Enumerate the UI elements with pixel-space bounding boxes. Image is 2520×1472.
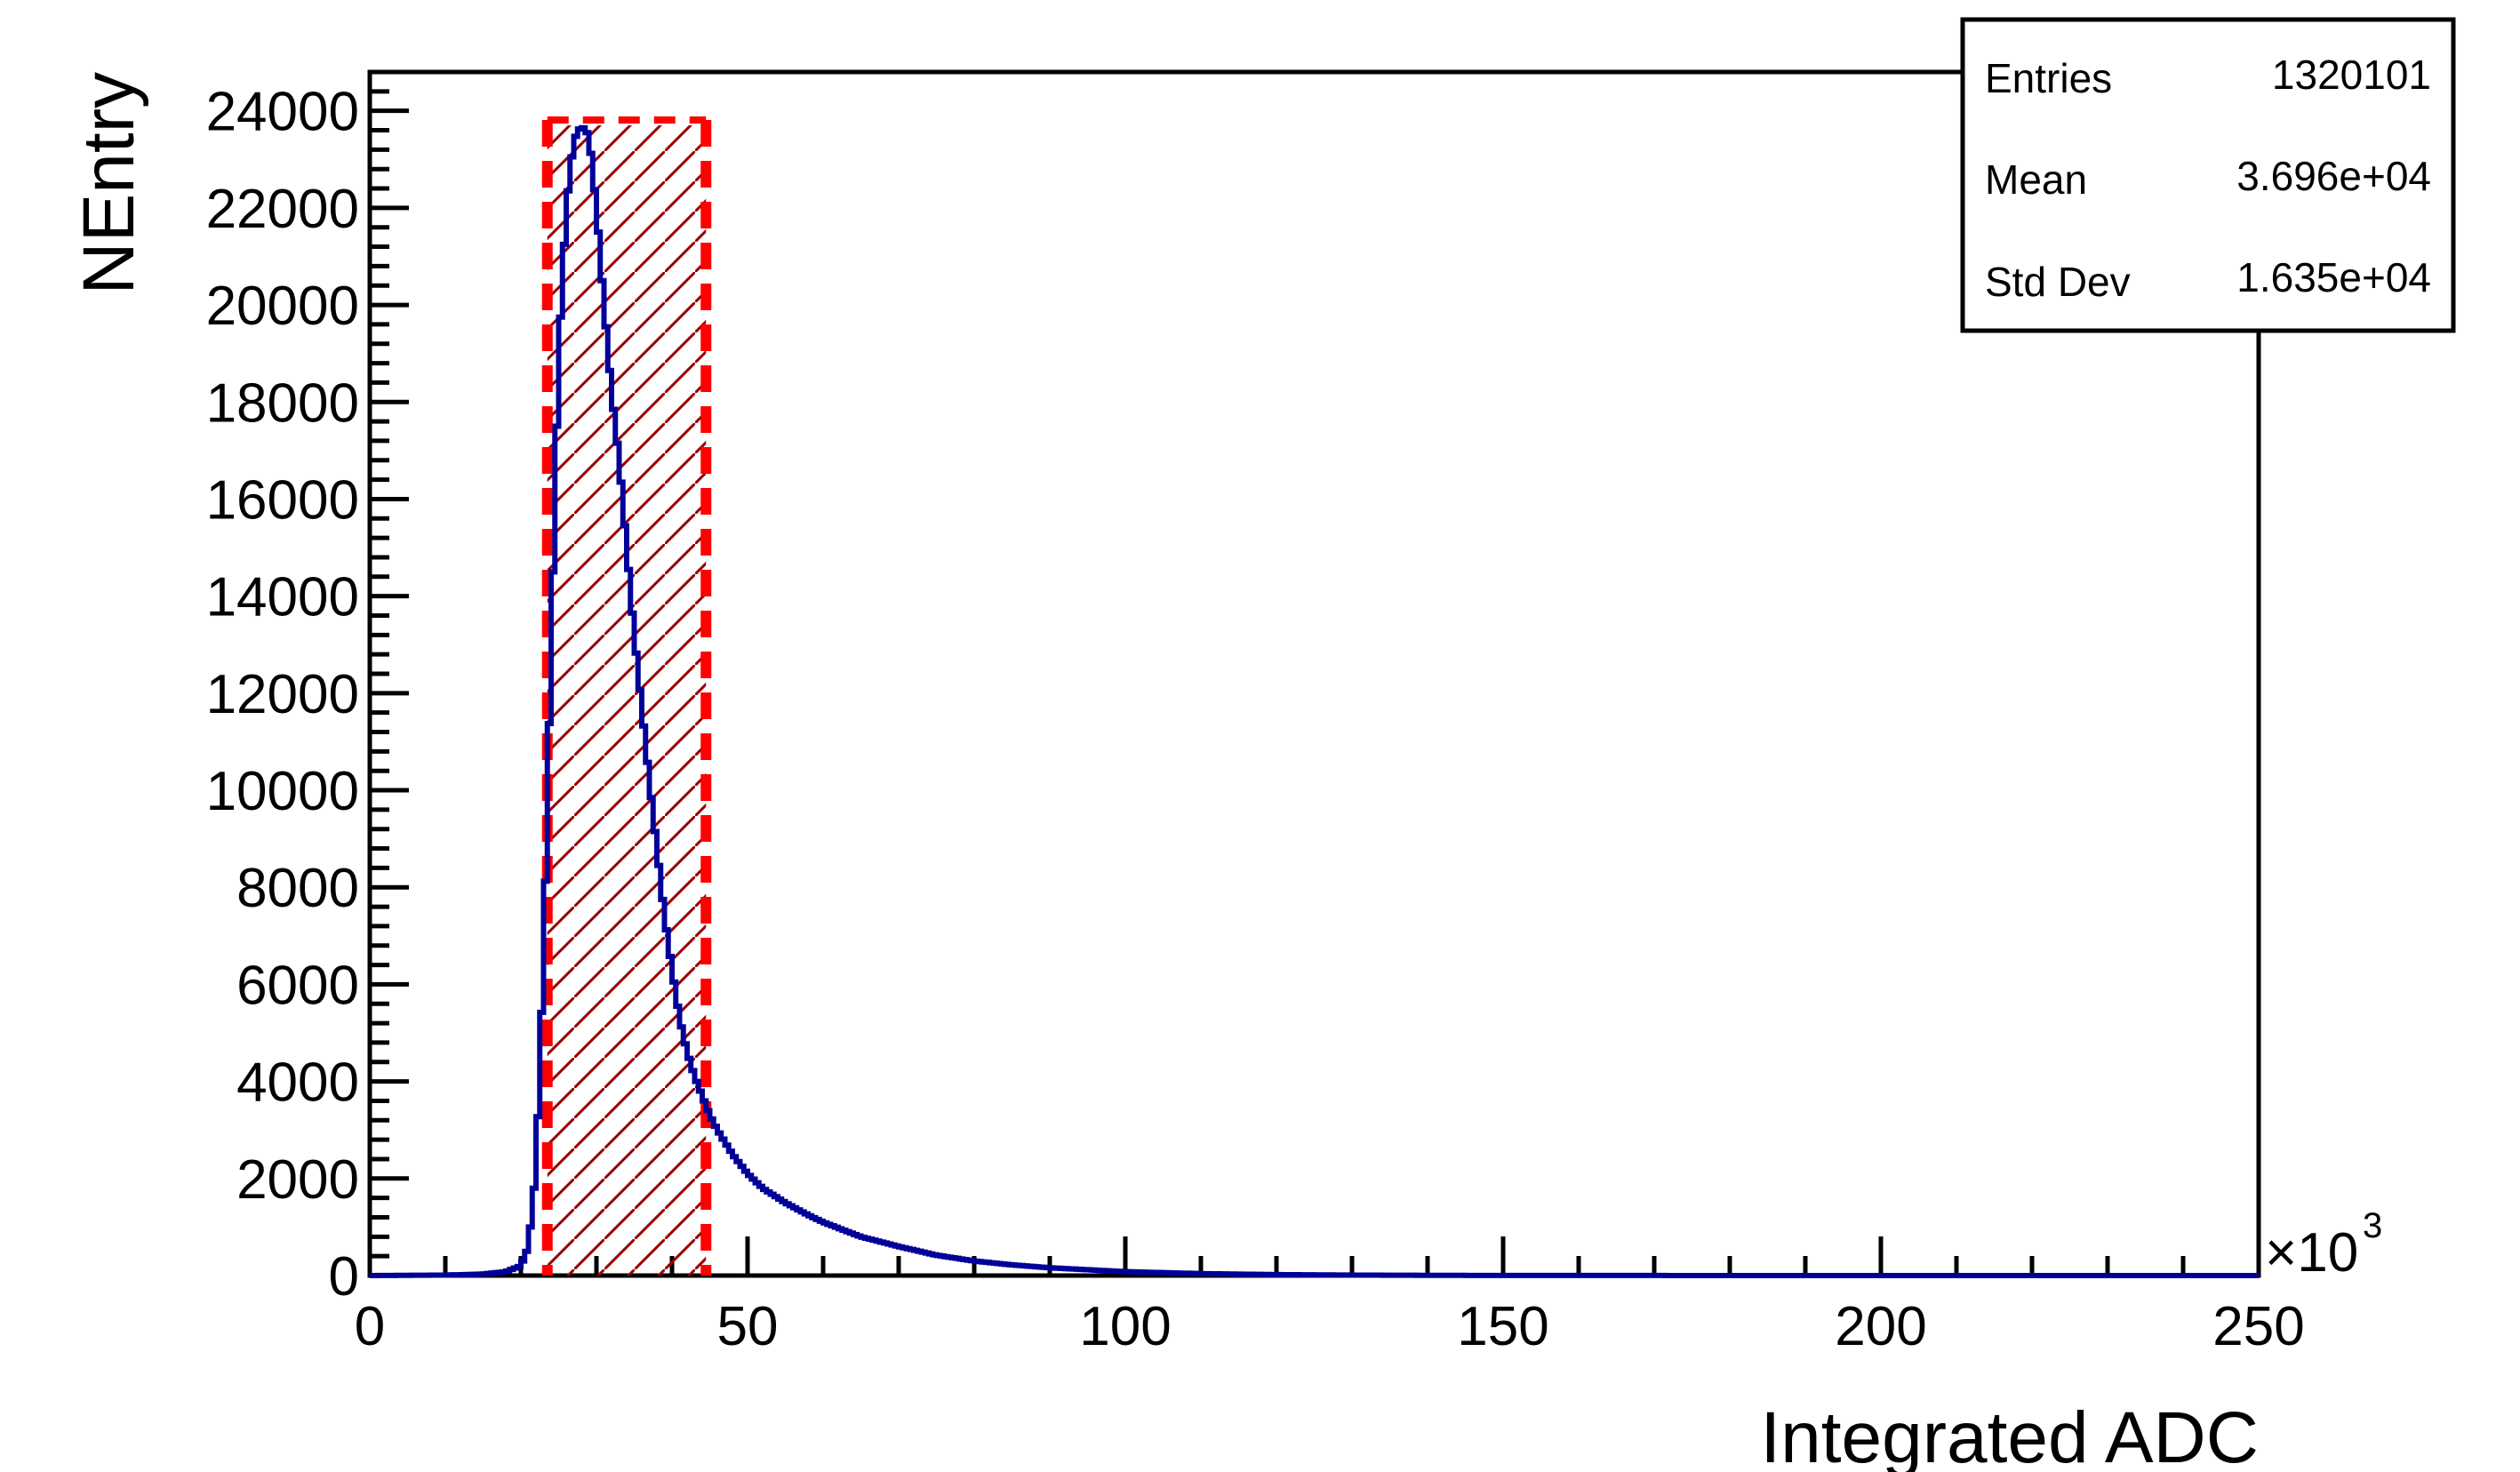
- selection-region: [541, 116, 712, 1276]
- stats-std-value: 1.635e+04: [2236, 254, 2431, 300]
- stats-entries-label: Entries: [1985, 55, 2112, 101]
- stats-mean-value: 3.696e+04: [2236, 153, 2431, 199]
- x-axis-title: Integrated ADC: [1760, 1397, 2259, 1472]
- y-tick-label: 10000: [206, 761, 359, 822]
- x-multiplier-exponent: 3: [2363, 1206, 2382, 1245]
- x-tick-label: 0: [355, 1296, 385, 1357]
- y-tick-label: 6000: [236, 955, 359, 1016]
- y-axis-title: NEntry: [68, 72, 149, 295]
- y-tick-label: 14000: [206, 567, 359, 628]
- stats-entries-value: 1320101: [2272, 52, 2431, 98]
- selection-hatch: [547, 125, 707, 1276]
- y-tick-label: 2000: [236, 1149, 359, 1211]
- x-tick-label: 50: [717, 1296, 779, 1357]
- y-tick-label: 4000: [236, 1052, 359, 1114]
- y-tick-label: 16000: [206, 469, 359, 531]
- x-tick-label: 200: [1835, 1296, 1926, 1357]
- histogram-series-line: [370, 124, 2259, 1278]
- axis-tick-labels: 0 50 100 150 200 250 0 2000 4000 6000 8000 10000 120…: [206, 82, 2305, 1357]
- stats-std-label: Std Dev: [1985, 259, 2131, 305]
- y-tick-label: 8000: [236, 858, 359, 919]
- x-tick-label: 150: [1457, 1296, 1548, 1357]
- y-tick-label: 20000: [206, 276, 359, 337]
- y-tick-label: 22000: [206, 179, 359, 240]
- x-multiplier-label: ×10: [2265, 1222, 2358, 1284]
- x-tick-label: 100: [1079, 1296, 1171, 1357]
- y-tick-label: 18000: [206, 372, 359, 434]
- stats-mean-label: Mean: [1985, 156, 2087, 203]
- y-tick-label: 0: [329, 1246, 359, 1308]
- x-tick-label: 250: [2212, 1296, 2304, 1357]
- stats-box: Entries 1320101 Mean 3.696e+04 Std Dev 1…: [1960, 17, 2456, 333]
- y-tick-label: 24000: [206, 82, 359, 143]
- y-tick-label: 12000: [206, 664, 359, 725]
- stats-box-frame: [1960, 17, 2456, 333]
